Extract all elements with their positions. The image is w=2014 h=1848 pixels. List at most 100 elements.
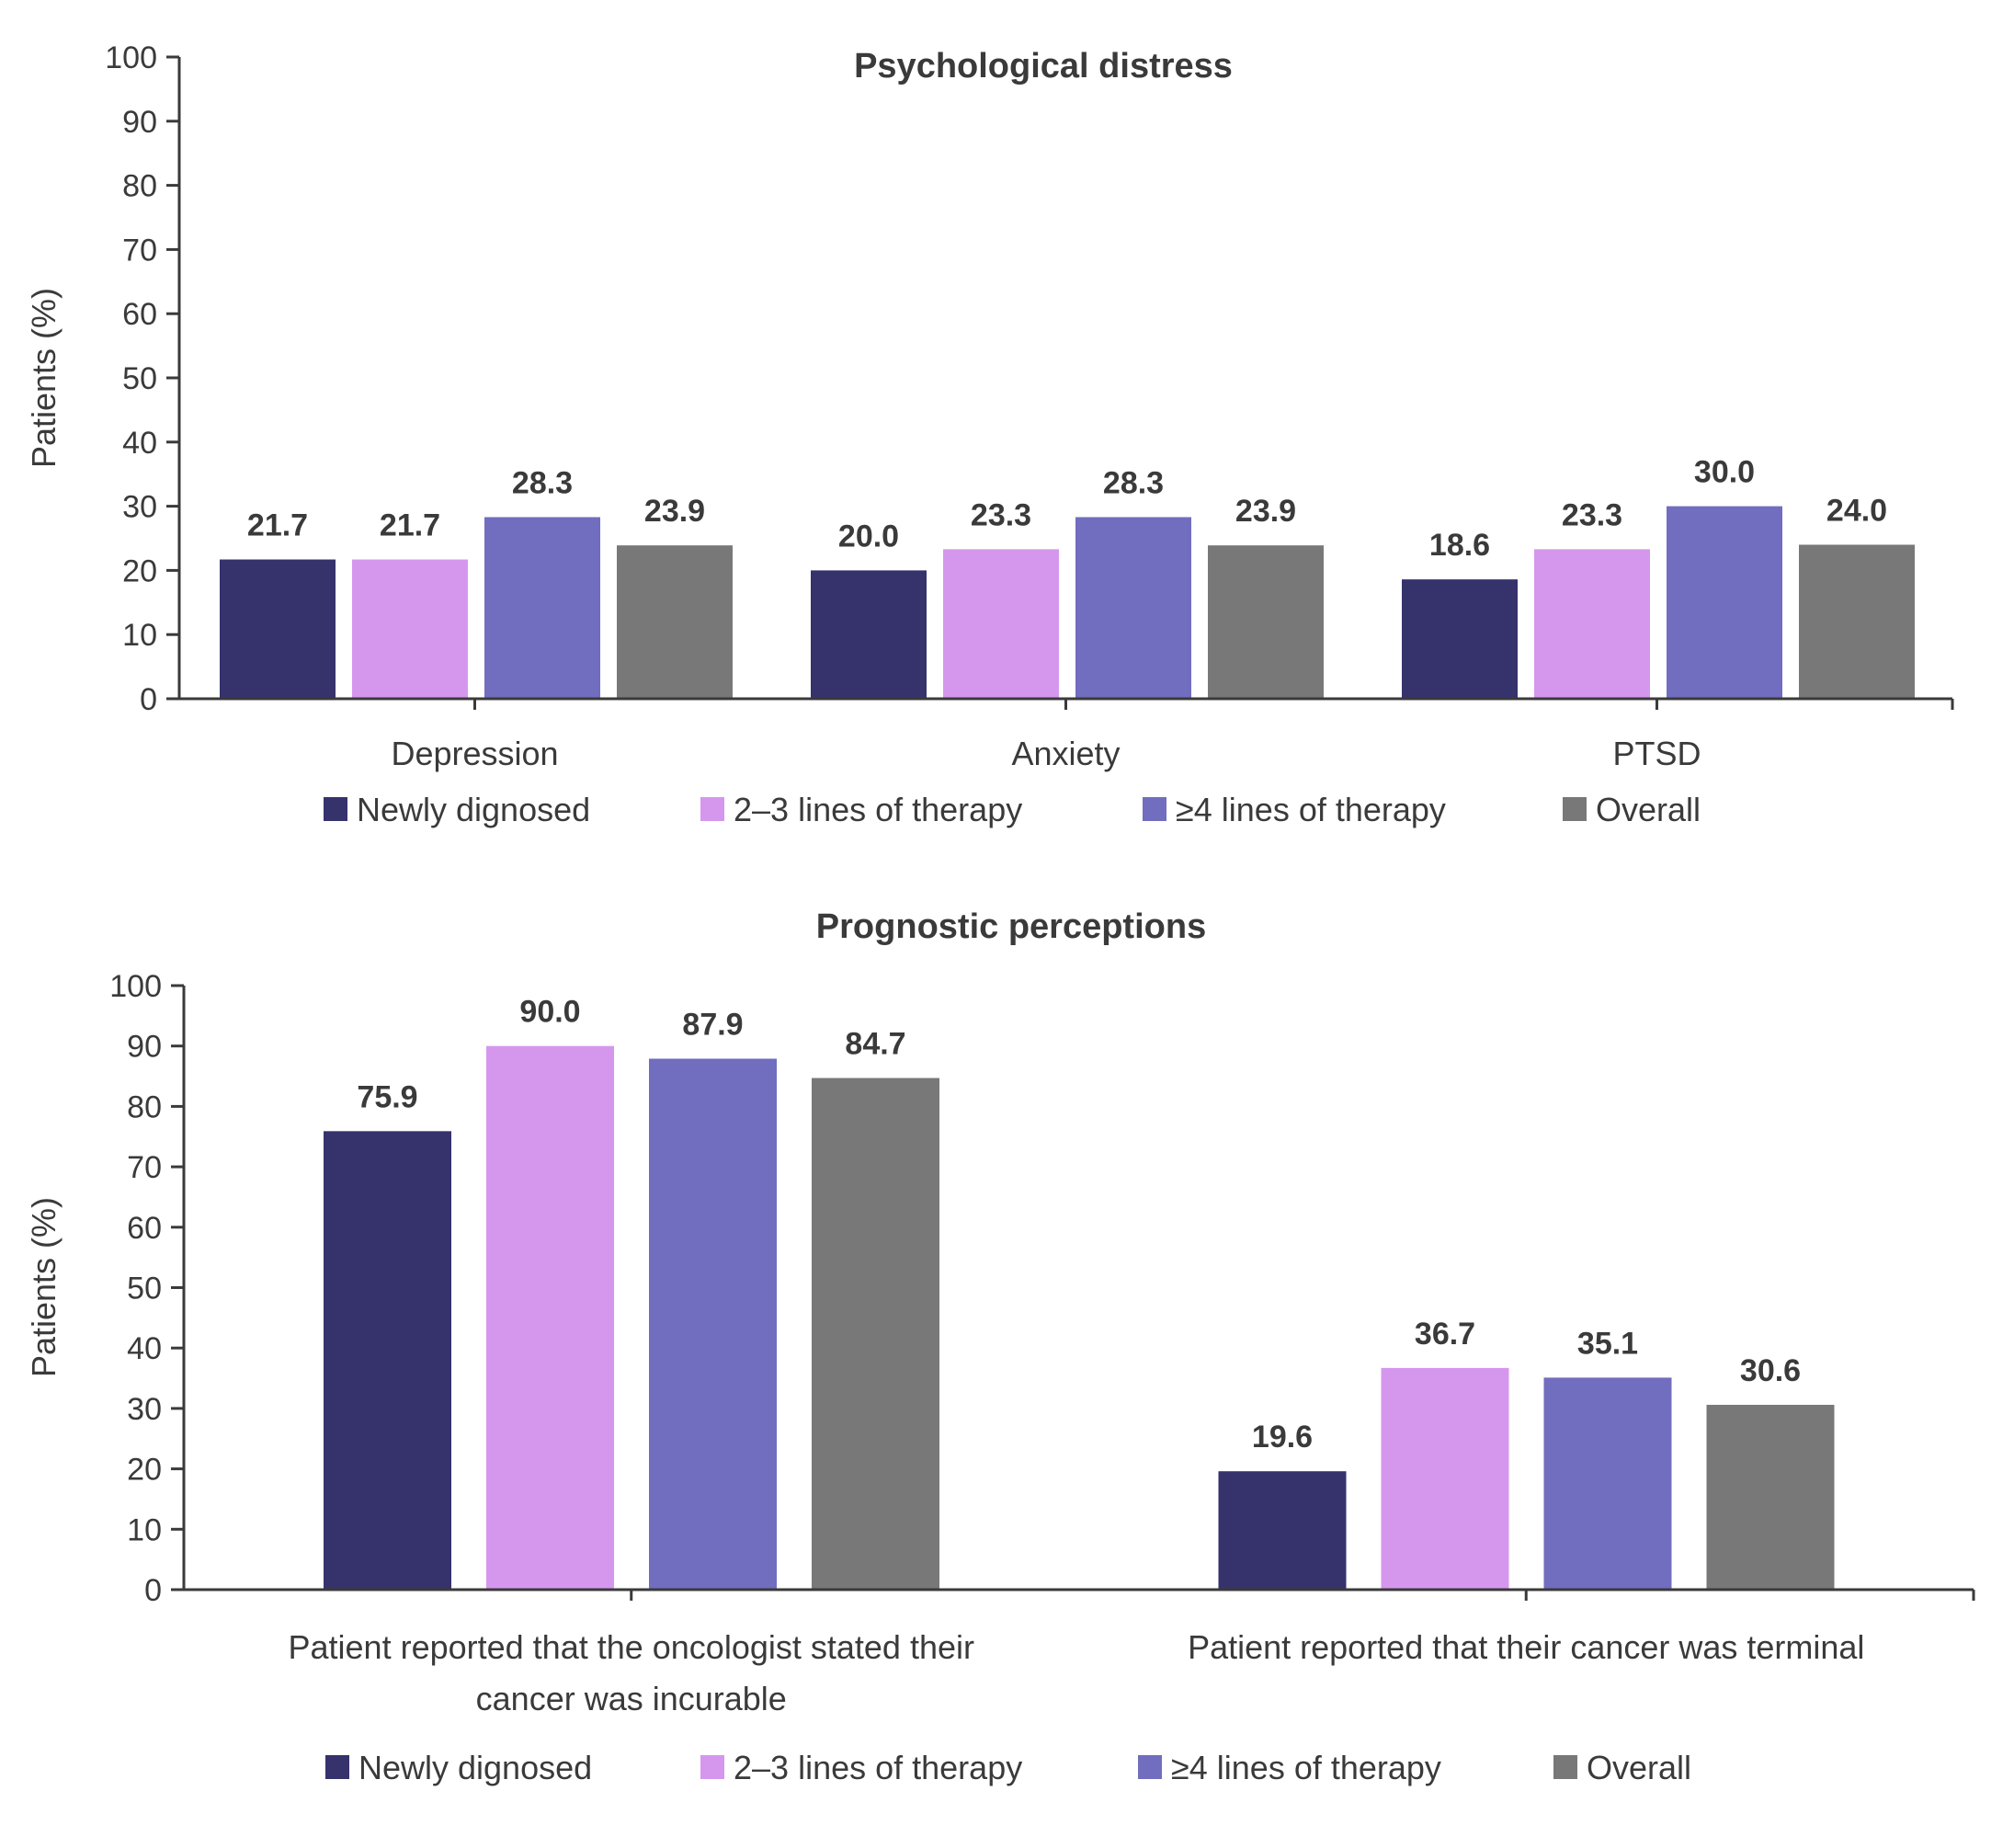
- legend-item: Newly dignosed: [325, 1749, 592, 1786]
- chart-2: Prognostic perceptions Patients (%) 0 10 20 3…: [25, 907, 1975, 1786]
- y-tick-label: 50: [122, 361, 157, 396]
- y-tick-label: 80: [127, 1089, 162, 1124]
- y-tick-label: 20: [122, 553, 157, 588]
- legend-label: ≥4 lines of therapy: [1176, 791, 1446, 828]
- chart-1: Psychological distress Patients (%) 0 10 20 3…: [25, 40, 1954, 828]
- legend-label: Overall: [1596, 791, 1701, 828]
- legend-item: 2–3 lines of therapy: [700, 1749, 1022, 1786]
- legend-swatch: [700, 797, 724, 821]
- bar: [1706, 1404, 1835, 1589]
- y-tick-label: 20: [127, 1453, 162, 1488]
- x-category-label-line: Depression: [391, 735, 558, 772]
- x-category-label-line: PTSD: [1612, 735, 1701, 772]
- data-label: 24.0: [1826, 493, 1887, 528]
- x-category-label-line: Patient reported that their cancer was t…: [1188, 1628, 1864, 1666]
- bar: [811, 570, 927, 698]
- bar: [649, 1058, 777, 1589]
- y-tick-label: 0: [144, 1573, 162, 1608]
- y-tick-label: 70: [127, 1150, 162, 1185]
- x-category-label: Patient reported that their cancer was t…: [1188, 1628, 1864, 1666]
- legend-item: 2–3 lines of therapy: [700, 791, 1022, 828]
- data-label: 21.7: [247, 508, 308, 543]
- y-tick-label: 10: [122, 618, 157, 653]
- x-category-label-line: Patient reported that the oncologist sta…: [289, 1628, 974, 1666]
- legend-item: Overall: [1563, 791, 1701, 828]
- data-label: 30.0: [1694, 455, 1755, 490]
- x-category-label: Depression: [391, 735, 558, 772]
- data-label: 23.3: [1562, 497, 1622, 532]
- legend-swatch: [1553, 1755, 1577, 1779]
- data-label: 28.3: [1103, 465, 1164, 500]
- bar: [617, 545, 733, 698]
- x-category-label: Anxiety: [1011, 735, 1120, 772]
- legend-swatch: [1563, 797, 1587, 821]
- legend-swatch: [324, 797, 347, 821]
- y-axis-label: Patients (%): [25, 1197, 63, 1377]
- data-label: 30.6: [1740, 1353, 1801, 1388]
- data-label: 35.1: [1577, 1326, 1638, 1361]
- legend-label: 2–3 lines of therapy: [734, 1749, 1022, 1786]
- bar: [1381, 1367, 1509, 1589]
- data-label: 87.9: [682, 1007, 743, 1042]
- bar: [1208, 545, 1324, 698]
- data-label: 28.3: [512, 465, 573, 500]
- bar: [486, 1045, 614, 1589]
- legend-swatch: [700, 1755, 724, 1779]
- x-category-label-line: cancer was incurable: [476, 1680, 787, 1717]
- bar: [1667, 506, 1782, 698]
- bar: [324, 1131, 451, 1589]
- legend-swatch: [1143, 797, 1166, 821]
- legend-label: Overall: [1587, 1749, 1691, 1786]
- data-label: 84.7: [845, 1027, 905, 1062]
- bar: [484, 517, 600, 698]
- legend-label: 2–3 lines of therapy: [734, 791, 1022, 828]
- legend-item: Newly dignosed: [324, 791, 590, 828]
- data-label: 23.3: [971, 497, 1031, 532]
- bar: [1075, 517, 1191, 698]
- data-label: 36.7: [1415, 1317, 1475, 1352]
- y-tick-label: 0: [140, 682, 157, 717]
- y-tick-label: 90: [127, 1030, 162, 1065]
- bar: [1799, 544, 1915, 698]
- y-tick-label: 70: [122, 233, 157, 268]
- y-axis-label: Patients (%): [25, 288, 63, 468]
- x-category-label: Patient reported that the oncologist sta…: [289, 1628, 974, 1717]
- bar: [1402, 579, 1518, 698]
- y-tick-label: 90: [122, 105, 157, 140]
- y-tick-label: 30: [122, 490, 157, 525]
- y-tick-label: 80: [122, 169, 157, 204]
- data-label: 21.7: [380, 508, 440, 543]
- bar: [220, 559, 336, 698]
- data-label: 75.9: [357, 1079, 417, 1114]
- bar: [812, 1078, 939, 1589]
- data-label: 18.6: [1429, 528, 1490, 563]
- bar: [1543, 1377, 1672, 1589]
- y-tick-label: 60: [122, 297, 157, 332]
- data-label: 23.9: [644, 494, 705, 529]
- y-tick-label: 30: [127, 1392, 162, 1427]
- bar: [352, 559, 468, 698]
- legend-label: Newly dignosed: [357, 791, 590, 828]
- legend-swatch: [1138, 1755, 1162, 1779]
- bar: [943, 549, 1059, 698]
- legend-item: ≥4 lines of therapy: [1138, 1749, 1441, 1786]
- legend-label: Newly dignosed: [358, 1749, 592, 1786]
- y-tick-label: 60: [127, 1211, 162, 1246]
- y-tick-label: 10: [127, 1512, 162, 1547]
- data-label: 20.0: [838, 519, 899, 553]
- legend-swatch: [325, 1755, 349, 1779]
- y-tick-label: 100: [109, 969, 162, 1004]
- y-tick-label: 40: [122, 426, 157, 461]
- x-category-label: PTSD: [1612, 735, 1701, 772]
- y-tick-label: 40: [127, 1331, 162, 1366]
- data-label: 23.9: [1235, 494, 1296, 529]
- bar: [1218, 1471, 1347, 1589]
- legend-item: Overall: [1553, 1749, 1691, 1786]
- chart-title: Psychological distress: [854, 47, 1233, 86]
- bar: [1534, 549, 1650, 698]
- x-category-label-line: Anxiety: [1011, 735, 1120, 772]
- data-label: 90.0: [519, 995, 580, 1030]
- y-tick-label: 50: [127, 1272, 162, 1306]
- y-tick-label: 100: [105, 40, 157, 75]
